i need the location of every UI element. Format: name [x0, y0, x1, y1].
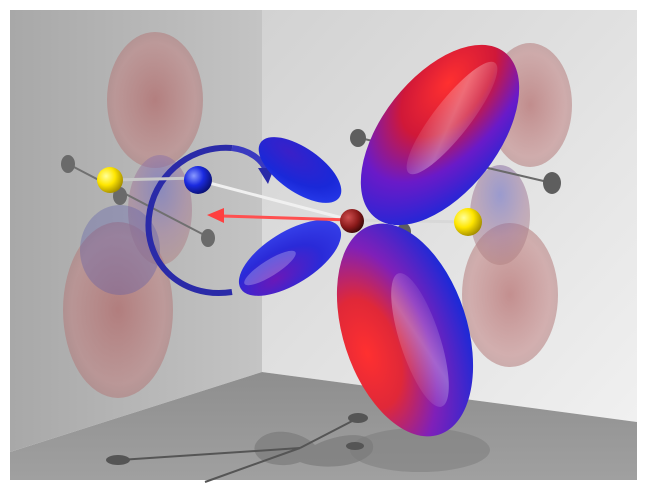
left-wall-ghost-lobe-top [107, 32, 203, 168]
orbital-lobes [238, 44, 520, 437]
floor-bond-shadow-1 [119, 447, 301, 461]
floor-bond-shadow-3 [204, 447, 301, 483]
left-wall-bond-shadow [69, 164, 211, 239]
lobe-upper-right-highlight [406, 61, 498, 175]
lobe-lower-left-highlight [244, 250, 296, 286]
floor-atom-shadow-3 [346, 442, 364, 450]
lobe-upper-left [258, 137, 342, 203]
left-wall-ghost-lobe-center [128, 155, 192, 265]
atom-center [340, 209, 364, 233]
lobe-lower-left [238, 220, 342, 296]
floor-shadow-lobes [254, 431, 374, 467]
back-wall-projection [350, 43, 572, 367]
left-wall-ghost-lobe-blue [80, 205, 160, 295]
rotation-arrow-arc-top [231, 145, 269, 172]
floor-atom-shadow-2 [348, 413, 368, 423]
atom-blue [184, 166, 212, 194]
atom-yellow-right [454, 208, 482, 236]
left-wall-atom-shadow-3 [113, 187, 127, 205]
floor-shadow-lobe-right [350, 428, 490, 472]
floor-shadow [106, 413, 490, 483]
left-wall-atom-shadow-2 [201, 229, 215, 247]
lobe-lower-right-highlight [391, 273, 449, 407]
rotation-arrow-arc [145, 144, 233, 297]
back-wall-ghost-lobe-center [470, 165, 530, 265]
bond-blue-center [197, 178, 351, 222]
atom-yellow-left [97, 167, 123, 193]
red-arrow-shaft [221, 214, 351, 222]
back-wall-atom-shadow-1 [350, 129, 366, 147]
left-wall-projection [61, 32, 215, 398]
red-direction-arrow [207, 208, 351, 223]
floor-bond-shadow-2 [299, 417, 359, 449]
left-wall-atom-shadow-1 [61, 155, 75, 173]
floor-atom-shadow-1 [106, 455, 130, 465]
back-wall-atom-shadow-2 [543, 172, 561, 194]
bond-yellow-blue [109, 176, 199, 182]
left-wall-ghost-lobe-bottom [63, 222, 173, 398]
red-arrow-head [207, 208, 224, 223]
